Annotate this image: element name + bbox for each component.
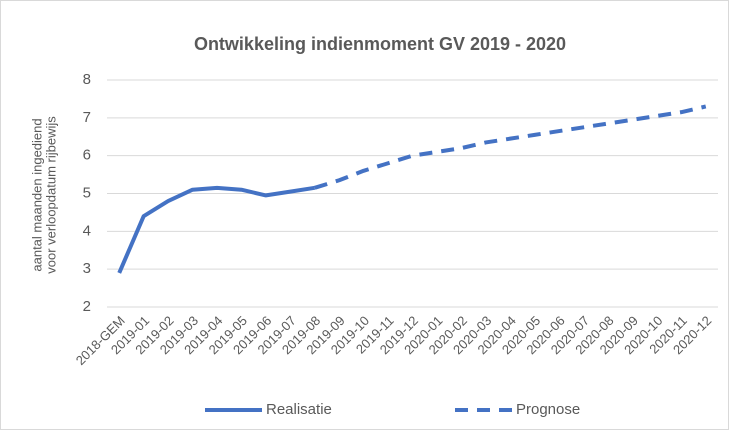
y-tick-label: 3 — [83, 260, 91, 277]
y-label-line: aantal maanden ingediend — [29, 118, 44, 271]
y-tick-label: 5 — [83, 184, 91, 201]
y-tick-label: 2 — [83, 298, 91, 315]
y-tick-label: 6 — [83, 147, 91, 164]
line-series — [314, 104, 707, 190]
line-series — [117, 185, 316, 274]
y-label-line: voor verloopdatum rijbewijs — [43, 116, 58, 274]
y-axis-label: aantal maanden ingediend voor verloopdat… — [29, 116, 58, 274]
legend-label: Realisatie — [266, 401, 332, 418]
y-tick-label: 8 — [83, 71, 91, 88]
y-tick-label: 4 — [83, 222, 91, 239]
chart-title: Ontwikkeling indienmoment GV 2019 - 2020 — [194, 34, 566, 54]
legend-label: Prognose — [516, 401, 580, 418]
y-tick-label: 7 — [83, 109, 91, 126]
